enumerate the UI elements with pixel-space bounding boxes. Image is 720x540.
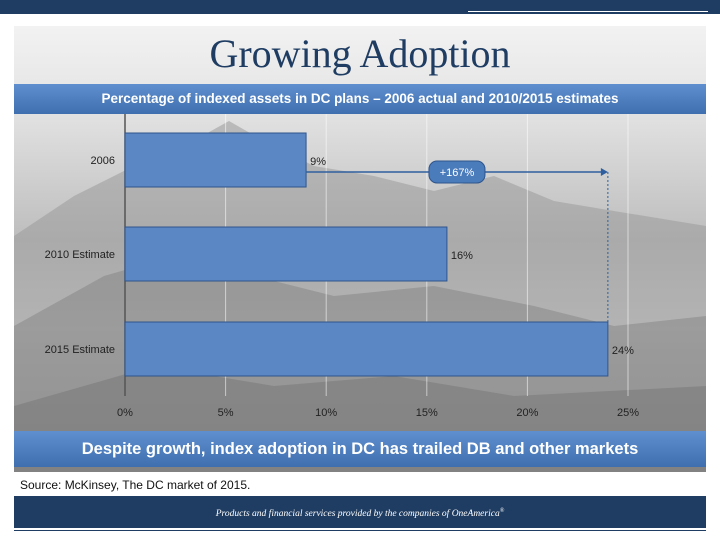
growth-annotation: +167% <box>306 160 609 322</box>
registered-mark: ® <box>499 508 505 514</box>
bar-2015-estimate <box>124 321 609 377</box>
bar-2010-estimate <box>124 226 448 282</box>
top-bar <box>0 0 720 14</box>
footer-line <box>14 530 706 531</box>
value-labels: 9% 16% 24% <box>310 156 634 357</box>
chart-subtitle: Percentage of indexed assets in DC plans… <box>14 84 706 114</box>
footer-bar: Products and financial services provided… <box>14 496 706 528</box>
x-tick-label: 10% <box>315 407 337 419</box>
chart-bars <box>124 132 609 377</box>
top-bar-accent-line <box>468 11 708 12</box>
x-tick-label: 5% <box>218 407 234 419</box>
annotation-label: +167% <box>440 167 475 179</box>
category-labels: 2006 2010 Estimate 2015 Estimate <box>45 155 115 356</box>
value-label: 16% <box>451 250 473 262</box>
footer-text: Products and financial services provided… <box>14 496 706 529</box>
x-tick-label: 15% <box>416 407 438 419</box>
annotation-arrow-head <box>600 168 608 176</box>
category-label: 2006 <box>91 155 115 167</box>
page-title: Growing Adoption <box>209 31 511 76</box>
value-label: 24% <box>612 345 634 357</box>
value-label: 9% <box>310 156 326 168</box>
annotation-badge <box>428 160 486 184</box>
footer-text-body: Products and financial services provided… <box>215 509 500 520</box>
bar-2006 <box>124 132 307 188</box>
x-tick-label: 0% <box>117 407 133 419</box>
x-tick-label: 20% <box>516 407 538 419</box>
x-tick-label: 25% <box>617 407 639 419</box>
x-tick-labels: 0% 5% 10% 15% 20% 25% <box>117 407 639 419</box>
key-message-band: Despite growth, index adoption in DC has… <box>14 431 706 467</box>
category-label: 2015 Estimate <box>45 344 115 356</box>
bar-chart: +167% 2006 2010 Estimate 2015 Estimate 9% 1… <box>45 114 639 419</box>
source-note: Source: McKinsey, The DC market of 2015. <box>20 478 251 492</box>
category-label: 2010 Estimate <box>45 249 115 261</box>
